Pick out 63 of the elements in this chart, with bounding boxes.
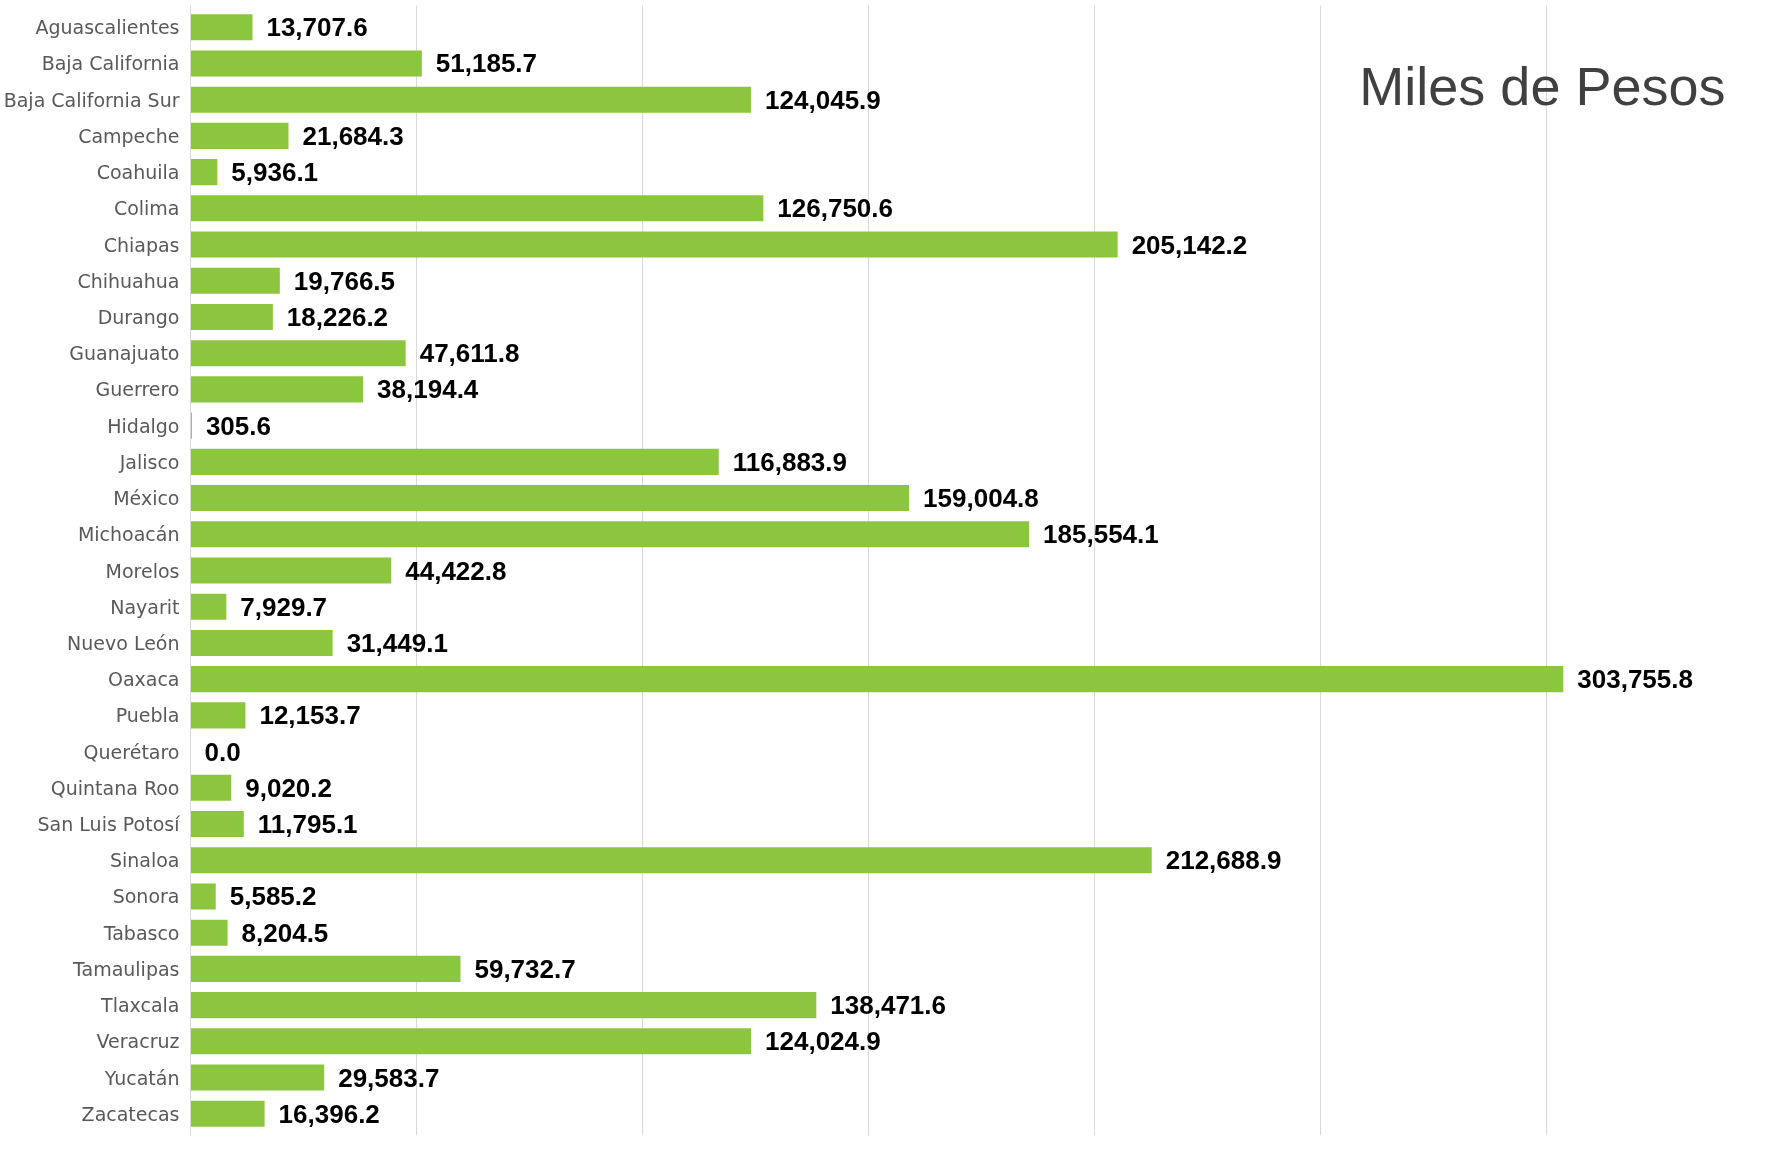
y-tick-label: Tlaxcala <box>100 994 180 1017</box>
data-label: 303,755.8 <box>1577 664 1693 695</box>
y-tick-label: San Luis Potosí <box>37 813 181 836</box>
data-label: 5,585.2 <box>229 881 317 912</box>
data-label: 59,732.7 <box>474 953 576 984</box>
data-label: 124,024.9 <box>765 1026 881 1057</box>
y-tick-label: Guanajuato <box>69 342 180 365</box>
y-tick-label: Oaxaca <box>107 668 180 691</box>
data-label: 205,142.2 <box>1131 229 1248 260</box>
y-tick-label: Hidalgo <box>107 414 180 437</box>
y-tick-label: Campeche <box>78 124 180 147</box>
data-label: 124,045.9 <box>765 84 881 115</box>
y-tick-label: Querétaro <box>83 740 180 763</box>
data-label: 38,194.4 <box>377 374 479 405</box>
data-label: 19,766.5 <box>293 265 396 296</box>
data-label: 29,583.7 <box>338 1062 440 1093</box>
y-tick-label: Zacatecas <box>81 1102 180 1125</box>
y-tick-label: Morelos <box>105 559 180 582</box>
y-tick-label: Nuevo León <box>67 631 180 654</box>
y-tick-label: Chiapas <box>103 233 180 256</box>
data-label: 44,422.8 <box>405 555 507 586</box>
y-tick-label: Durango <box>97 305 180 328</box>
data-label: 7,929.7 <box>240 591 328 622</box>
y-tick-label: Chihuahua <box>77 269 180 292</box>
y-tick-label: Puebla <box>115 704 180 727</box>
y-tick-label: Quintana Roo <box>50 776 180 799</box>
y-tick-label: Guerrero <box>95 378 180 401</box>
y-tick-label: México <box>113 487 180 510</box>
data-label: 305.6 <box>205 410 271 441</box>
y-tick-label: Nayarit <box>110 595 180 618</box>
y-tick-label: Sinaloa <box>109 849 180 872</box>
data-label: 13,707.6 <box>266 12 368 43</box>
data-label: 159,004.8 <box>923 483 1039 514</box>
y-tick-label: Colima <box>113 197 180 220</box>
y-tick-label: Aguascalientes <box>35 16 180 39</box>
data-label: 12,153.7 <box>259 700 361 731</box>
y-tick-label: Sonora <box>112 885 180 908</box>
data-label: 16,396.2 <box>278 1098 380 1129</box>
data-label: 5,936.1 <box>231 157 319 188</box>
y-tick-label: Baja California Sur <box>3 88 180 111</box>
y-tick-label: Jalisco <box>118 450 180 473</box>
data-label: 11,795.1 <box>257 809 358 840</box>
text: Miles de Pesos <box>1359 55 1726 116</box>
y-tick-label: Yucatán <box>103 1066 180 1089</box>
data-label: 138,471.6 <box>830 990 946 1021</box>
y-tick-label: Michoacán <box>77 523 180 546</box>
y-tick-label: Baja California <box>41 52 180 75</box>
y-tick-label: Tamaulipas <box>72 957 180 980</box>
data-label: 31,449.1 <box>346 627 448 658</box>
data-label: 18,226.2 <box>286 301 389 332</box>
data-label: 9,020.2 <box>245 772 333 803</box>
data-label: 8,204.5 <box>241 917 329 948</box>
data-label: 116,883.9 <box>732 446 847 477</box>
data-label: 126,750.6 <box>777 193 894 224</box>
y-tick-label: Veracruz <box>96 1030 180 1053</box>
y-tick-label: Coahuila <box>96 161 180 184</box>
data-label: 47,611.8 <box>419 338 520 369</box>
data-label: 0.0 <box>204 736 241 767</box>
data-label: 212,688.9 <box>1165 845 1282 876</box>
y-tick-label: Tabasco <box>102 921 180 944</box>
data-label: 21,684.3 <box>302 120 404 151</box>
data-label: 185,554.1 <box>1043 519 1159 550</box>
data-label: 51,185.7 <box>435 48 538 79</box>
